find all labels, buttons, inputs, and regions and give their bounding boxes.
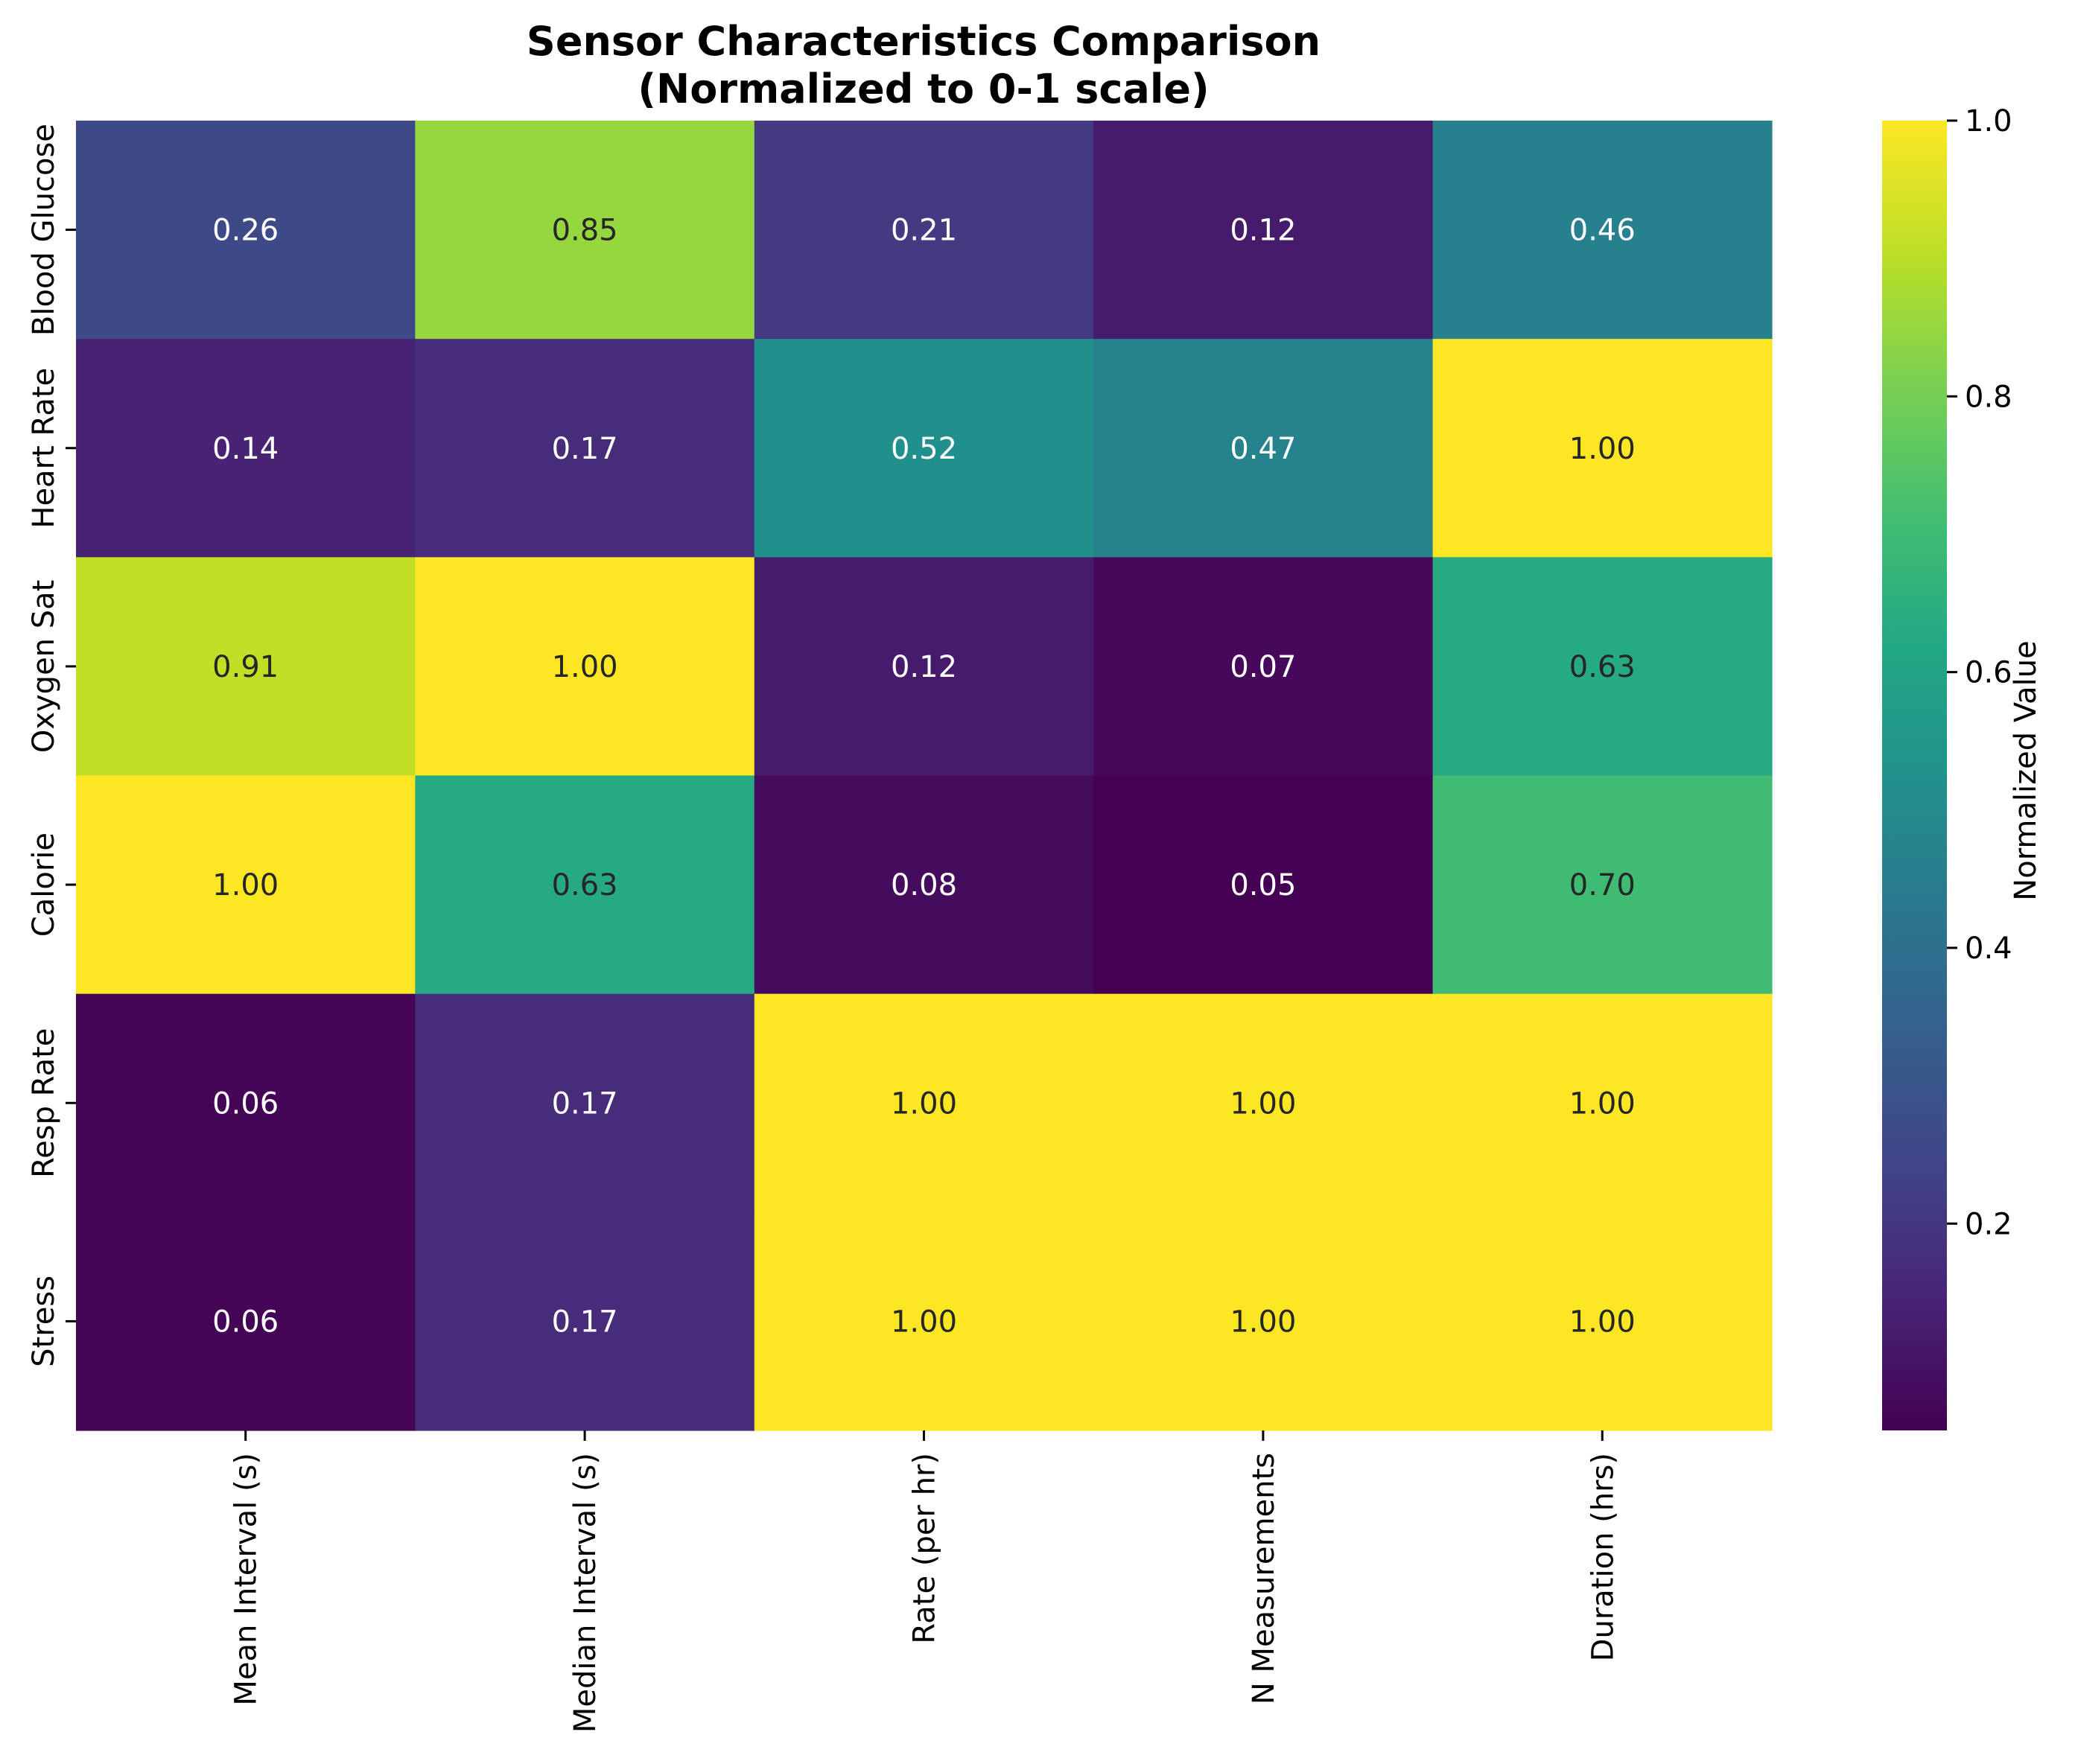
cell-value-label: 1.00 [1230,1086,1296,1121]
cell-value-label: 0.08 [891,868,957,902]
cell-value-label: 0.06 [212,1305,279,1339]
heatmap-cell [76,557,416,777]
heatmap-cell [1093,557,1434,777]
heatmap-cell [1432,339,1773,558]
heatmap-cell [1432,993,1773,1213]
cell-value-label: 0.14 [212,432,279,466]
cell-value-label: 0.46 [1569,214,1636,248]
cell-value-label: 0.17 [552,1086,618,1121]
heatmap-cell [1432,775,1773,995]
heatmap-cell [754,339,1094,558]
cell-value-label: 1.00 [1569,1305,1636,1339]
heatmap-cell [1432,121,1773,340]
heatmap-cell [415,775,755,995]
colorbar-tick-label: 0.6 [1965,656,2012,690]
x-tick-label: N Measurements [1247,1453,1281,1704]
cell-value-label: 1.00 [1230,1305,1296,1339]
y-tick-label: Calorie [27,832,61,937]
heatmap-cell [754,121,1094,340]
heatmap-cell [754,993,1094,1213]
heatmap-cell [754,557,1094,777]
cell-value-label: 1.00 [891,1086,957,1121]
colorbar: 0.2 0.4 0.6 0.8 1.0 [1882,104,2012,1430]
y-tick-label: Stress [27,1276,61,1367]
x-tick-label: Rate (per hr) [908,1453,942,1644]
y-tick-label: Resp Rate [27,1028,61,1178]
cell-value-label: 0.05 [1230,868,1296,902]
x-axis: Mean Interval (s) Median Interval (s) Rate… [229,1430,1620,1733]
heatmap-cell [415,993,755,1213]
heatmap-cell [415,339,755,558]
heatmap-cell [76,775,416,995]
heatmap-cell [76,121,416,340]
cell-value-label: 0.91 [212,650,279,684]
heatmap-cell [1093,339,1434,558]
y-tick-label: Heart Rate [27,368,61,529]
cell-value-label: 0.26 [212,214,279,248]
cell-value-label: 1.00 [552,650,618,684]
chart-title: Sensor Characteristics Comparison [527,18,1321,65]
heatmap-cell [76,339,416,558]
heatmap-cell [1093,121,1434,340]
heatmap-cell [754,1211,1094,1431]
cell-value-label: 0.12 [1230,214,1296,248]
cell-value-label: 1.00 [1569,432,1636,466]
cell-value-label: 0.63 [1569,650,1636,684]
heatmap-cell [76,993,416,1213]
cell-value-label: 0.85 [552,214,618,248]
x-tick-label: Mean Interval (s) [229,1453,264,1706]
cell-value-label: 0.17 [552,1305,618,1339]
heatmap-cell [1432,1211,1773,1431]
x-tick-label: Duration (hrs) [1586,1453,1620,1661]
heatmap-cells [76,121,1773,1431]
y-tick-label: Blood Glucose [27,124,61,336]
heatmap-cell [754,775,1094,995]
heatmap-cell-labels: 0.26 0.85 0.21 0.12 0.46 0.14 0.17 0.52 0.47 1.00… [212,214,1636,1340]
cell-value-label: 0.07 [1230,650,1296,684]
heatmap-cell [415,1211,755,1431]
colorbar-gradient [1882,121,1947,1430]
colorbar-tick-label: 0.8 [1965,380,2012,414]
colorbar-tick-label: 1.0 [1965,104,2012,138]
heatmap-cell [1093,1211,1434,1431]
cell-value-label: 1.00 [1569,1086,1636,1121]
colorbar-label: Normalized Value [2009,640,2043,900]
cell-value-label: 0.06 [212,1086,279,1121]
y-tick-label: Oxygen Sat [27,580,61,753]
cell-value-label: 0.70 [1569,868,1636,902]
y-axis: Blood Glucose Heart Rate Oxygen Sat Calorie… [27,124,76,1367]
cell-value-label: 1.00 [891,1305,957,1339]
heatmap-cell [1432,557,1773,777]
colorbar-tick-label: 0.4 [1965,932,2012,966]
cell-value-label: 0.63 [552,868,618,902]
heatmap-cell [76,1211,416,1431]
cell-value-label: 0.17 [552,432,618,466]
heatmap-cell [415,121,755,340]
colorbar-tick-label: 0.2 [1965,1207,2012,1241]
cell-value-label: 0.52 [891,432,957,466]
cell-value-label: 1.00 [212,868,279,902]
x-tick-label: Median Interval (s) [568,1453,603,1733]
cell-value-label: 0.21 [891,214,957,248]
cell-value-label: 0.47 [1230,432,1296,466]
heatmap-cell [415,557,755,777]
cell-value-label: 0.12 [891,650,957,684]
heatmap-cell [1093,775,1434,995]
heatmap-cell [1093,993,1434,1213]
chart-subtitle: (Normalized to 0-1 scale) [638,66,1209,112]
